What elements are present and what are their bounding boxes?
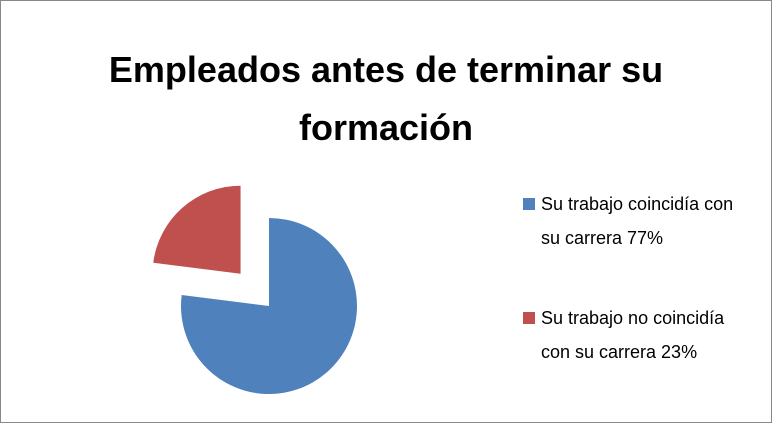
legend-swatch	[523, 198, 535, 210]
pie-slice	[180, 218, 358, 395]
legend-swatch	[523, 312, 535, 324]
chart-title: Empleados antes de terminar su formación	[108, 49, 664, 148]
legend-label: Su trabajo coincidía con su carrera 77%	[541, 194, 734, 248]
pie-slice	[153, 185, 241, 274]
legend-label: Su trabajo no coincidía con su carrera 2…	[541, 308, 725, 362]
